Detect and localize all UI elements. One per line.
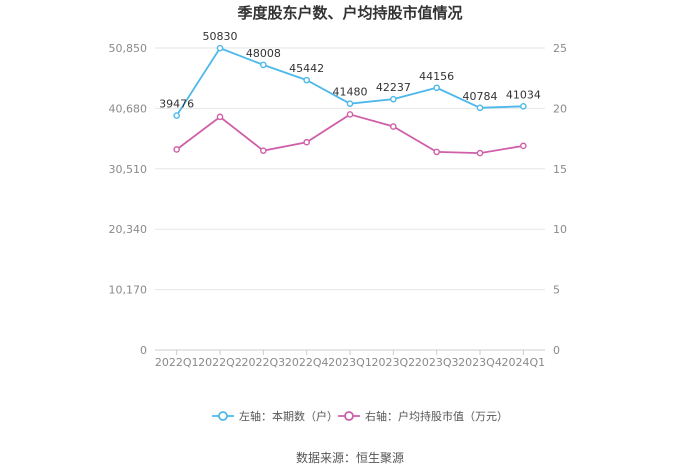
x-tick-label: 2022Q4	[285, 356, 329, 369]
chart-title: 季度股东户数、户均持股市值情况	[237, 4, 462, 22]
right-tick-label: 5	[553, 284, 560, 297]
legend-marker-icon	[344, 411, 354, 421]
right-tick-label: 15	[553, 163, 567, 176]
series-line-2	[176, 113, 524, 154]
right-tick-label: 20	[553, 102, 567, 115]
left-tick-label: 10,170	[109, 284, 148, 297]
x-axis: 2022Q1 2022Q2 2022Q3 2022Q4 2023Q1 2023Q2 2023…	[155, 350, 545, 369]
series-point-2	[390, 123, 397, 130]
series-point-1	[216, 44, 224, 52]
legend-item-2[interactable]: 右轴：户均持股市值（万元）	[365, 409, 508, 423]
series-point-1	[303, 76, 310, 84]
series-point-1	[476, 104, 484, 112]
x-tick-label: 2023Q2	[372, 356, 416, 369]
data-label: 50830	[203, 30, 238, 43]
right-tick-label: 10	[553, 223, 567, 236]
series-point-2	[433, 148, 440, 156]
series-point-2	[346, 111, 354, 118]
x-tick-label: 2024Q1	[502, 356, 546, 369]
left-y-axis: 0 10,170 20,340 30,510 40,680 50,850	[109, 42, 148, 357]
left-tick-label: 0	[140, 344, 147, 357]
legend[interactable]: 左轴：本期数（户） 右轴：户均持股市值（万元）	[212, 409, 508, 423]
data-label: 40784	[463, 90, 498, 103]
series-point-2	[260, 147, 267, 154]
data-label: 48008	[246, 47, 281, 60]
x-tick-label: 2022Q2	[198, 356, 242, 369]
series-point-2	[520, 142, 527, 150]
series-point-2	[173, 146, 180, 153]
right-tick-label: 25	[553, 42, 567, 55]
x-tick-label: 2023Q4	[458, 356, 502, 369]
data-label: 41034	[506, 88, 541, 101]
x-tick-label: 2022Q1	[155, 356, 199, 369]
left-tick-label: 40,680	[109, 102, 148, 115]
data-label: 44156	[419, 70, 454, 83]
series-point-1	[173, 112, 180, 119]
series-layer: 39476 50830 48008 45442 41480 42237 44156 40784…	[159, 30, 541, 157]
data-label: 41480	[333, 86, 368, 99]
series-point-1	[260, 61, 267, 69]
series-point-1	[346, 100, 354, 107]
x-tick-label: 2023Q1	[328, 356, 372, 369]
data-source: 数据来源：恒生聚源	[296, 450, 404, 465]
series-point-1	[433, 84, 440, 92]
series-point-1	[390, 95, 397, 103]
x-tick-label: 2022Q3	[242, 356, 286, 369]
right-tick-label: 0	[553, 344, 560, 357]
data-label: 42237	[376, 81, 411, 94]
data-label: 45442	[289, 62, 324, 75]
series-point-1	[520, 102, 527, 110]
data-label: 39476	[159, 98, 194, 111]
left-tick-label: 30,510	[109, 163, 148, 176]
right-y-axis: 0 5 10 15 20 25	[553, 42, 567, 357]
series-point-2	[303, 138, 310, 146]
left-tick-label: 50,850	[109, 42, 148, 55]
series-point-2	[476, 149, 484, 157]
x-tick-label: 2023Q3	[415, 356, 459, 369]
series-point-2	[216, 113, 224, 121]
left-tick-label: 20,340	[109, 223, 148, 236]
legend-item-1[interactable]: 左轴：本期数（户）	[239, 409, 338, 423]
legend-marker-icon	[218, 411, 228, 421]
